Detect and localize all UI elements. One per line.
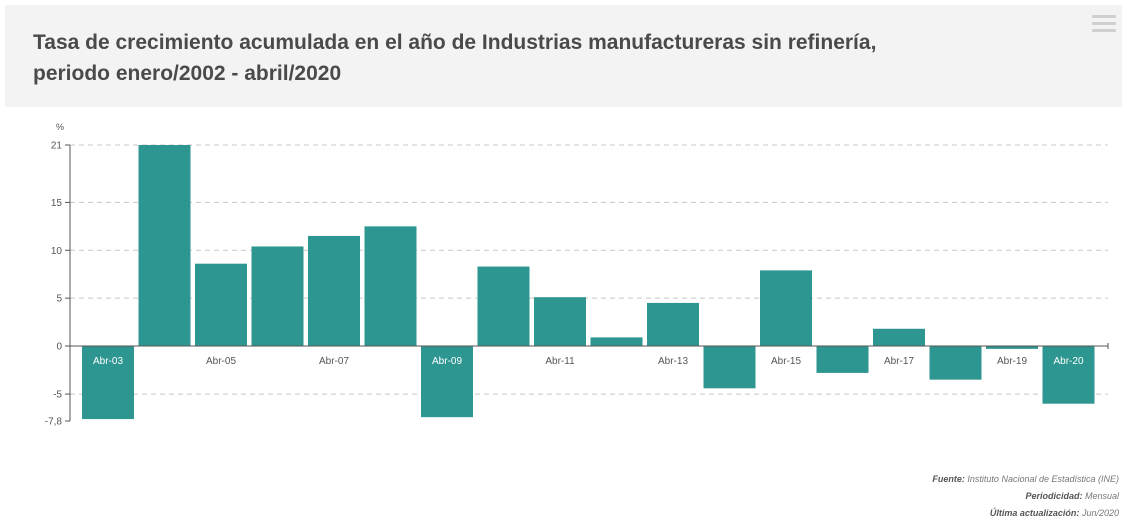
bar — [647, 302, 699, 346]
x-tick-label: Abr-15 — [771, 356, 801, 367]
bar — [195, 263, 247, 346]
y-tick-label: -7,8 — [45, 417, 63, 428]
y-axis-unit-label: % — [56, 122, 64, 132]
x-tick-label: Abr-11 — [545, 356, 575, 367]
y-tick-label: 21 — [51, 141, 63, 152]
x-tick-label: Abr-17 — [884, 356, 914, 367]
x-tick-label: Abr-20 — [1053, 356, 1083, 367]
y-tick-label: 5 — [56, 294, 62, 305]
bar — [477, 266, 530, 346]
chart-header: Tasa de crecimiento acumulada en el año … — [5, 5, 1122, 107]
bar — [873, 328, 925, 346]
x-tick-label: Abr-07 — [319, 356, 349, 367]
footer-source-label: Fuente: — [932, 474, 965, 484]
bar — [534, 297, 586, 346]
bar — [421, 346, 473, 418]
bar — [986, 346, 1038, 349]
bar — [929, 346, 982, 380]
y-tick-label: 10 — [51, 246, 63, 257]
bar — [590, 337, 643, 346]
footer-update-label: Última actualización: — [989, 508, 1080, 518]
chart-title-line-2: periodo enero/2002 - abril/2020 — [33, 62, 342, 85]
bar — [364, 226, 417, 346]
x-tick-label: Abr-19 — [997, 356, 1027, 367]
footer-update-value: Jun/2020 — [1081, 508, 1119, 518]
y-tick-label: 15 — [51, 198, 63, 209]
hamburger-menu-icon[interactable] — [1092, 15, 1116, 37]
chart-footer: Fuente: Instituto Nacional de Estadístic… — [932, 471, 1119, 522]
bar — [138, 145, 191, 346]
bar — [760, 270, 812, 346]
bar-chart: % 21 15 10 5 0 -5 -7,8 Abr-03 Abr-05 Abr-07 Abr-09 A… — [45, 122, 1109, 428]
bar — [1042, 346, 1095, 404]
footer-period-label: Periodicidad: — [1025, 491, 1083, 501]
bar — [308, 235, 360, 346]
y-tick-label: 0 — [56, 342, 62, 353]
footer-last-update: Última actualización: Jun/2020 — [932, 505, 1119, 522]
footer-period-value: Mensual — [1084, 491, 1119, 501]
bar — [251, 246, 304, 346]
bar — [82, 346, 134, 420]
x-tick-label: Abr-13 — [658, 356, 688, 367]
x-tick-label: Abr-03 — [93, 356, 123, 367]
footer-source-value: Instituto Nacional de Estadística (INE) — [967, 474, 1119, 484]
chart-title-line-1: Tasa de crecimiento acumulada en el año … — [33, 31, 877, 54]
chart-title: Tasa de crecimiento acumulada en el año … — [33, 27, 1073, 89]
bar — [816, 346, 869, 373]
x-tick-label: Abr-09 — [432, 356, 462, 367]
footer-periodicity: Periodicidad: Mensual — [932, 488, 1119, 505]
footer-source: Fuente: Instituto Nacional de Estadístic… — [932, 471, 1119, 488]
y-tick-label: -5 — [53, 390, 62, 401]
x-tick-label: Abr-05 — [206, 356, 236, 367]
bar — [703, 346, 756, 389]
